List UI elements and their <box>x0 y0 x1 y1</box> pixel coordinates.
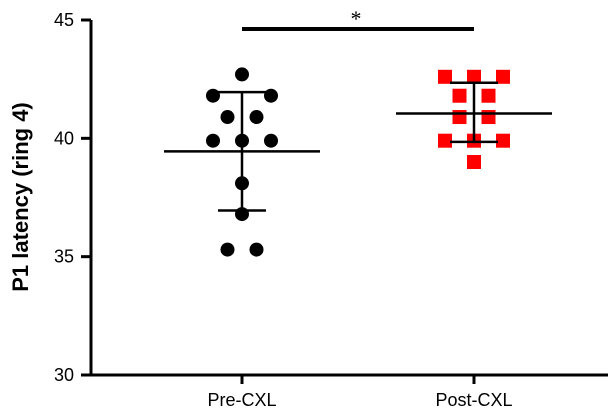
data-point <box>481 88 496 103</box>
x-ticks: Pre-CXL Post-CXL <box>207 375 513 410</box>
x-category-label: Pre-CXL <box>207 390 276 410</box>
data-point <box>264 88 278 103</box>
x-category-label: Post-CXL <box>435 390 512 410</box>
y-ticks: 30 35 40 45 <box>54 10 91 385</box>
series-pre-cxl <box>164 67 320 257</box>
data-point <box>452 110 467 125</box>
data-point <box>264 133 278 148</box>
data-point <box>206 88 220 103</box>
significance-marker: * <box>351 6 362 31</box>
data-point <box>249 242 264 257</box>
data-series <box>164 67 552 257</box>
data-point <box>220 110 235 125</box>
significance-annotation: * <box>242 6 474 31</box>
data-point <box>438 69 452 84</box>
y-tick-label: 45 <box>54 10 74 30</box>
y-axis-label: P1 latency (ring 4) <box>8 102 33 292</box>
axes <box>89 20 608 377</box>
y-tick-label: 30 <box>54 365 74 385</box>
data-point <box>452 88 467 103</box>
data-point <box>220 242 235 257</box>
data-point <box>496 133 510 148</box>
data-point <box>206 133 220 148</box>
y-tick-label: 35 <box>54 247 74 267</box>
y-tick-label: 40 <box>54 128 74 148</box>
data-point <box>438 133 452 148</box>
data-point <box>496 69 510 84</box>
data-point <box>235 67 249 82</box>
series-post-cxl <box>396 69 552 169</box>
data-point <box>481 110 496 125</box>
data-point <box>467 155 481 169</box>
data-point <box>249 110 264 125</box>
data-point <box>467 69 481 84</box>
